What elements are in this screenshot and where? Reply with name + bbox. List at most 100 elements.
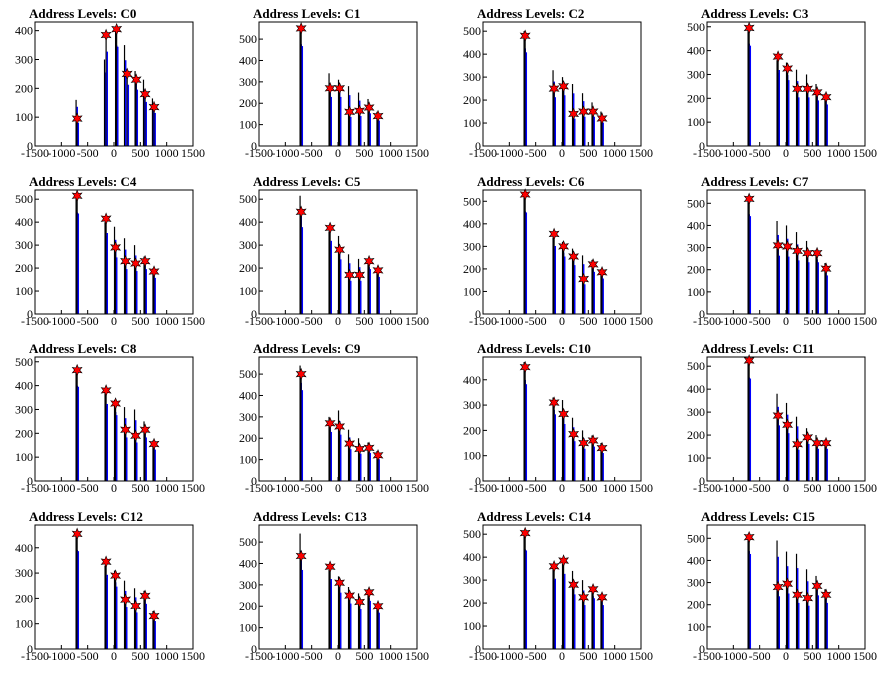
y-tick-label: 100 (687, 115, 705, 129)
peak-marker (743, 530, 755, 544)
peak-marker (578, 272, 590, 286)
peak-marker (548, 396, 560, 409)
peak-marker (334, 81, 346, 95)
y-tick-label: 500 (239, 32, 257, 46)
x-tick-label: 500 (131, 481, 149, 495)
x-tick-label: 1500 (629, 314, 653, 328)
x-tick-label: -1500 (693, 649, 721, 663)
peak-marker (519, 360, 531, 374)
x-tick-label: -1500 (21, 314, 49, 328)
y-tick-label: 300 (463, 70, 481, 84)
x-tick-label: 1000 (827, 649, 851, 663)
x-tick-label: -500 (77, 649, 99, 663)
y-tick-label: 400 (15, 379, 33, 393)
peak-marker (820, 436, 832, 450)
peak-marker (743, 354, 755, 367)
peak-marker (802, 431, 814, 444)
y-tick-label: 300 (687, 67, 705, 81)
x-tick-label: 1000 (827, 146, 851, 160)
peak-marker (568, 427, 580, 441)
x-tick-label: -1000 (719, 481, 747, 495)
peak-marker (743, 192, 755, 206)
peak-marker (139, 254, 151, 268)
y-tick-label: 200 (15, 261, 33, 275)
x-tick-label: 0 (783, 481, 789, 495)
peak-marker (148, 265, 160, 278)
y-tick-label: 200 (463, 262, 481, 276)
x-tick-label: 0 (783, 314, 789, 328)
chart-panel-c4: 0 100 200 300 400 500 -1500-1000 -500 0 500 1000 15… (15, 174, 205, 328)
chart-title: Address Levels: C2 (477, 6, 584, 21)
chart-panel-c0: 0 100 200 300 400 -1500-1000 -500 0 500 1000 1500 A… (15, 6, 205, 160)
peak-marker (558, 240, 570, 253)
peak-marker (110, 241, 122, 254)
chart-panel-c8: 0 100 200 300 400 500 -1500-1000 -500 0 500 1000 15… (15, 341, 205, 495)
y-tick-label: 100 (463, 619, 481, 633)
y-tick-label: 500 (463, 527, 481, 541)
y-tick-label: 0 (475, 307, 481, 321)
x-tick-label: -500 (301, 146, 323, 160)
peak-marker (110, 569, 122, 582)
y-tick-label: 200 (15, 81, 33, 95)
x-tick-label: 1500 (629, 481, 653, 495)
peak-marker (792, 588, 804, 602)
y-tick-label: 400 (463, 47, 481, 61)
x-tick-label: -500 (301, 649, 323, 663)
peak-marker (130, 599, 142, 613)
peak-marker (111, 22, 123, 36)
peak-marker (820, 262, 832, 275)
x-tick-label: -1500 (21, 146, 49, 160)
x-tick-label: 1000 (827, 481, 851, 495)
y-tick-label: 400 (239, 215, 257, 229)
peak-marker (792, 82, 804, 96)
y-tick-label: 500 (463, 24, 481, 38)
x-tick-label: 1500 (405, 314, 429, 328)
peak-marker (558, 79, 570, 93)
x-tick-label: -1500 (469, 649, 497, 663)
chart-panel-c2: 0 100 200 300 400 500 -1500-1000 -500 0 500 1000 15… (463, 6, 653, 160)
x-tick-label: 1500 (853, 146, 877, 160)
x-tick-label: 1500 (629, 649, 653, 663)
x-tick-label: 500 (579, 649, 597, 663)
x-tick-label: 1000 (603, 146, 627, 160)
y-tick-label: 300 (15, 52, 33, 66)
x-tick-label: -1000 (47, 146, 75, 160)
x-tick-label: -1500 (693, 481, 721, 495)
y-tick-label: 400 (15, 541, 33, 555)
x-tick-label: 0 (335, 649, 341, 663)
peak-marker (295, 205, 307, 219)
x-tick-label: 1500 (853, 481, 877, 495)
x-tick-label: 500 (355, 649, 373, 663)
y-tick-label: 0 (699, 642, 705, 656)
y-tick-label: 300 (687, 241, 705, 255)
peak-marker (587, 258, 599, 271)
peak-marker (811, 579, 823, 593)
x-tick-label: -1000 (719, 146, 747, 160)
peak-marker (295, 22, 307, 35)
peak-marker (548, 82, 560, 95)
peak-marker (354, 595, 366, 609)
y-tick-label: 400 (463, 217, 481, 231)
x-tick-label: 500 (803, 146, 821, 160)
y-tick-label: 300 (687, 405, 705, 419)
peak-marker (587, 105, 599, 118)
y-tick-label: 300 (463, 573, 481, 587)
x-tick-label: 500 (803, 649, 821, 663)
y-tick-label: 500 (15, 192, 33, 206)
y-tick-label: 0 (475, 139, 481, 153)
x-tick-label: -1000 (271, 314, 299, 328)
chart-title: Address Levels: C0 (29, 6, 136, 21)
chart-title: Address Levels: C1 (253, 6, 360, 21)
x-tick-label: 1000 (827, 314, 851, 328)
y-tick-label: 200 (15, 426, 33, 440)
y-tick-label: 0 (475, 474, 481, 488)
chart-title: Address Levels: C4 (29, 174, 137, 189)
peak-marker (344, 105, 356, 119)
peak-marker (71, 527, 83, 541)
x-tick-label: -500 (77, 146, 99, 160)
x-tick-label: 500 (131, 314, 149, 328)
peak-marker (548, 560, 560, 573)
x-tick-label: -1500 (693, 314, 721, 328)
x-tick-label: 1500 (405, 481, 429, 495)
x-tick-label: -500 (749, 481, 771, 495)
